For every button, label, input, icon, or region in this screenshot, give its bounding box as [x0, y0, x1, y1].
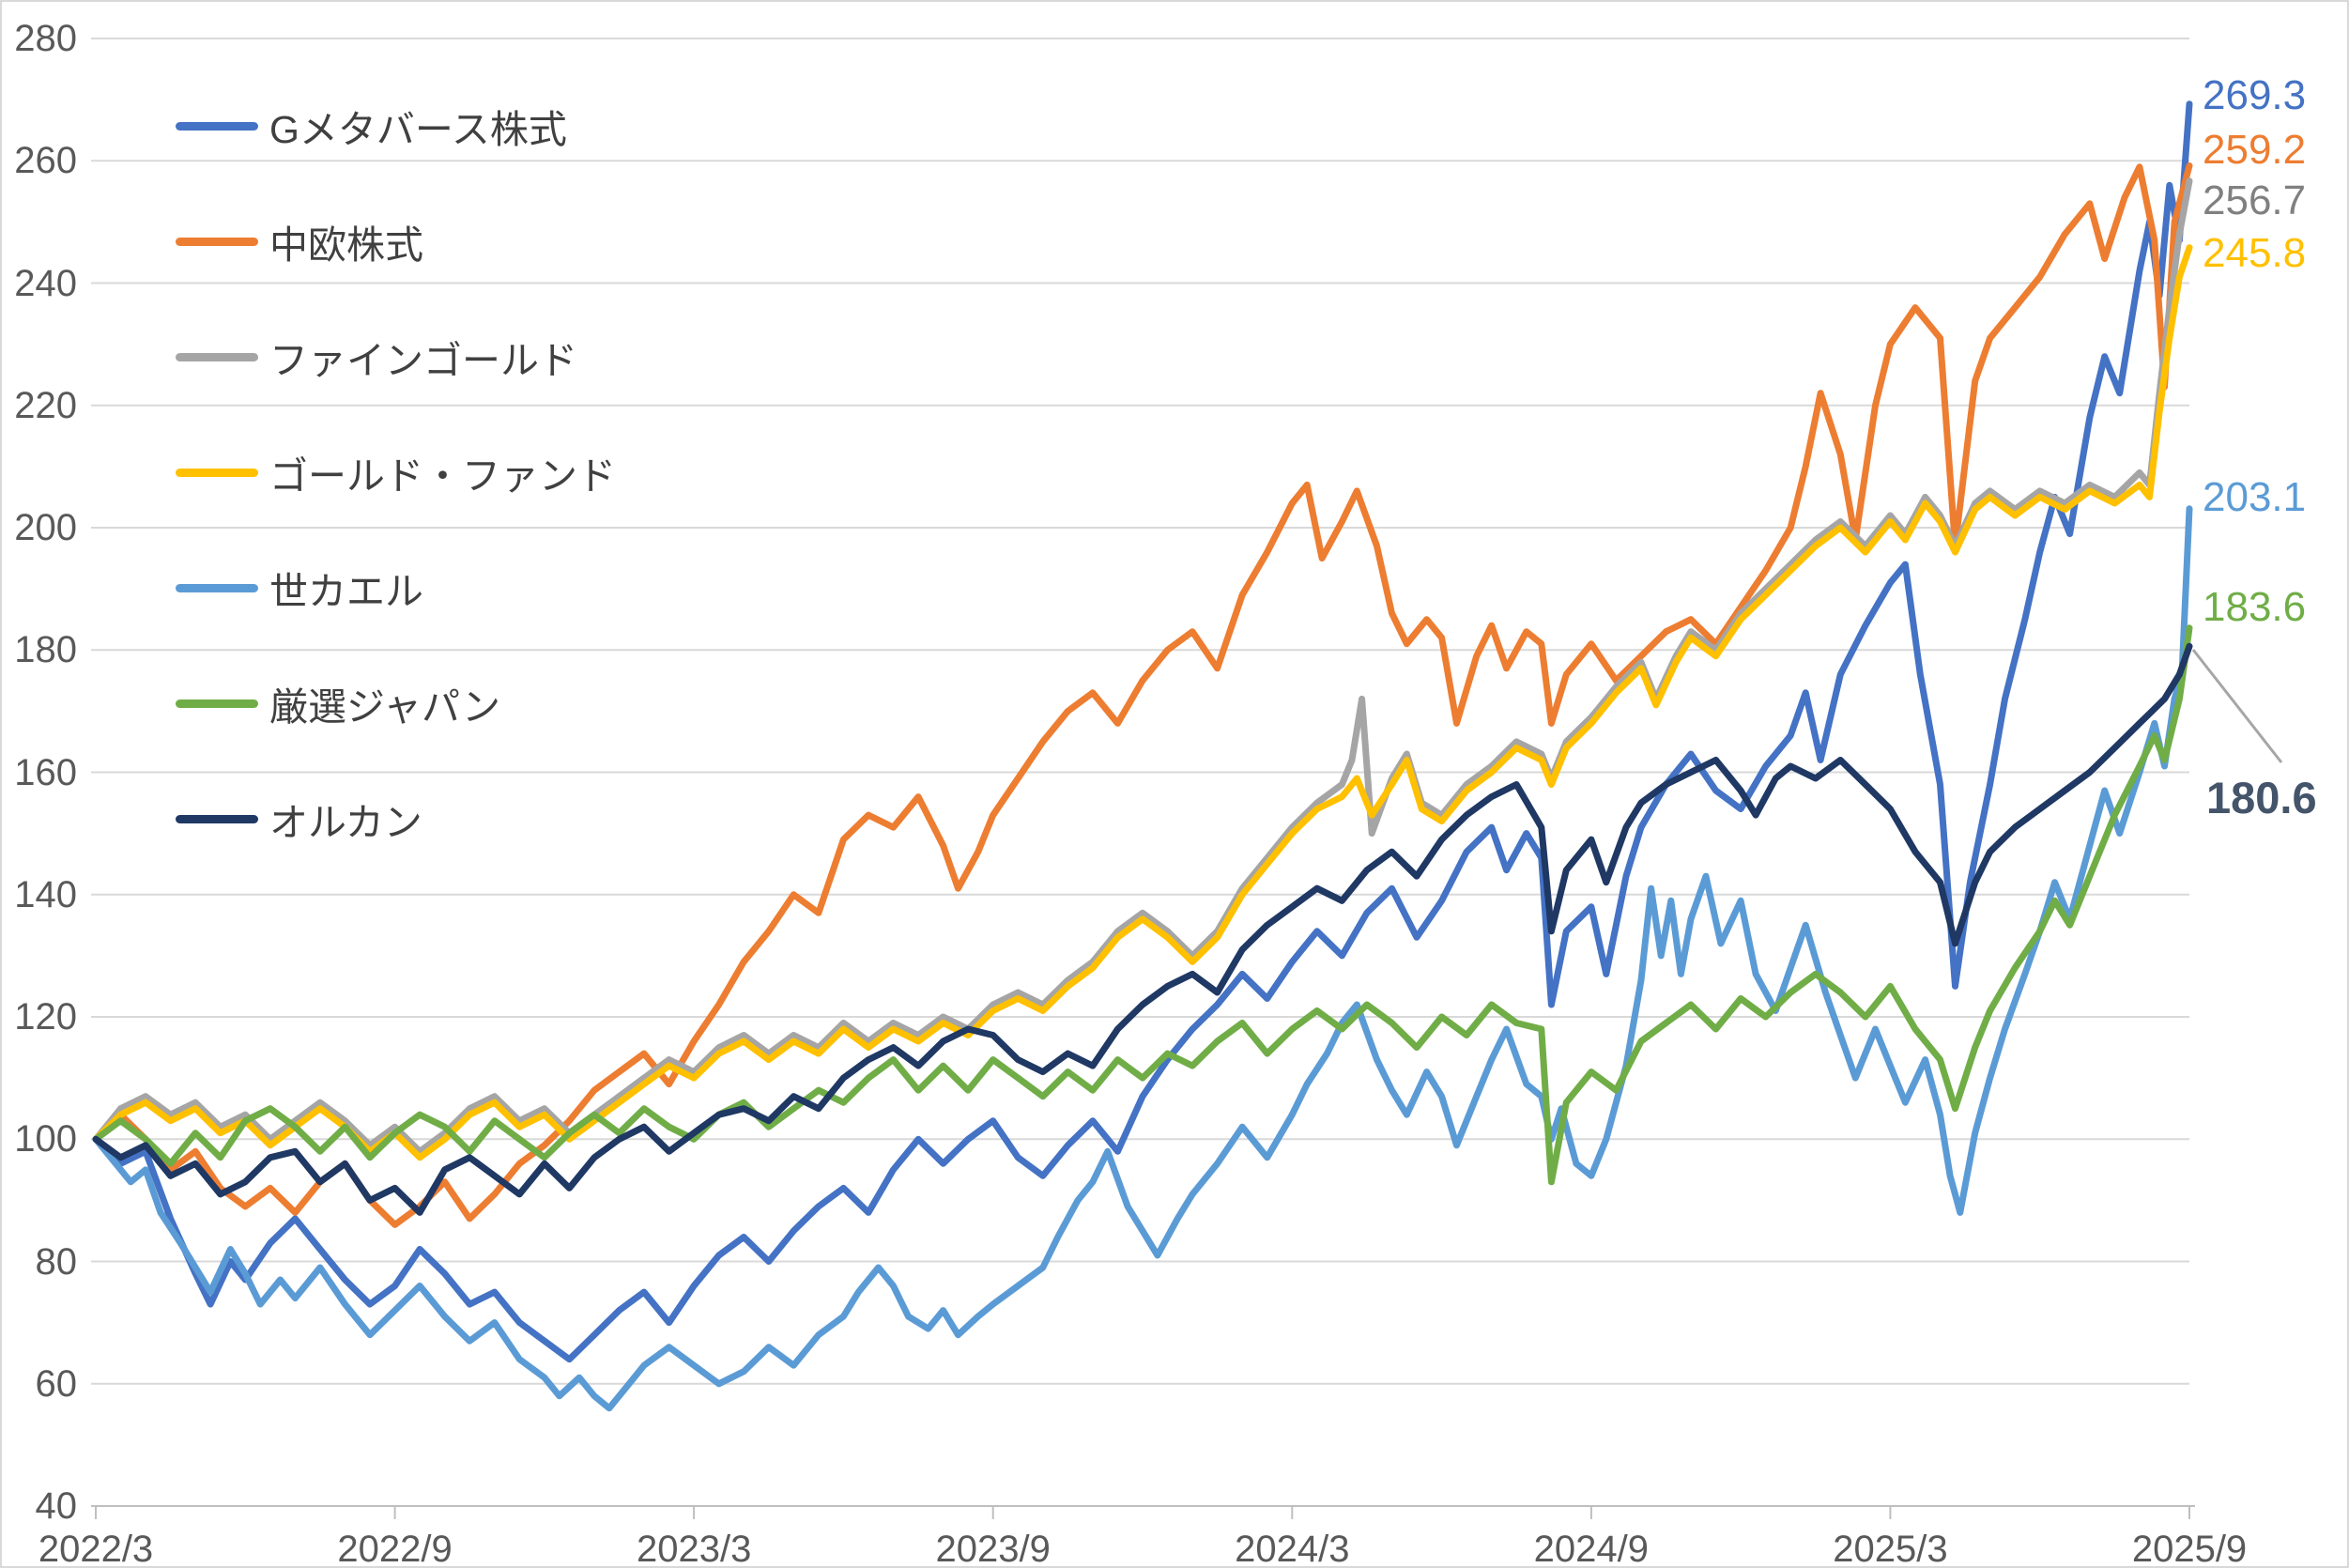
legend-label: オルカン	[269, 801, 422, 844]
series-line	[92, 162, 2193, 1228]
y-axis-tick-label: 120	[14, 996, 77, 1038]
series-end-value-label: 203.1	[2203, 474, 2307, 520]
x-axis-tick-label: 2024/9	[1533, 1529, 1650, 1568]
legend-swatch	[176, 699, 258, 708]
series-line	[92, 642, 2193, 1216]
y-axis-tick-label: 240	[14, 262, 77, 304]
legend-swatch	[176, 468, 258, 477]
legend-label: 中欧株式	[269, 223, 423, 267]
legend-item: 世カエル	[176, 565, 423, 613]
y-axis-tick-label: 180	[14, 629, 77, 671]
legend-label: ゴールド・ファンド	[269, 454, 616, 498]
x-axis-tick-label: 2022/9	[337, 1529, 453, 1568]
legend-swatch	[176, 352, 258, 361]
legend-item: ゴールド・ファンド	[176, 450, 616, 498]
legend-item: ファインゴールド	[176, 334, 577, 382]
x-axis-tick-label: 2025/3	[1833, 1529, 1948, 1568]
legend-item: Gメタバース株式	[176, 103, 567, 151]
legend-label: 世カエル	[269, 570, 423, 613]
data-label-leader-line	[2191, 649, 2283, 763]
legend-swatch	[176, 121, 258, 131]
y-axis-tick-label: 140	[14, 873, 77, 915]
x-axis-tick-label: 2023/3	[636, 1529, 752, 1568]
y-axis-tick-label: 220	[14, 384, 77, 426]
y-axis-tick-label: 200	[14, 507, 77, 548]
legend-label: Gメタバース株式	[269, 108, 567, 151]
series-end-value-label: 245.8	[2203, 230, 2307, 276]
x-axis-tick-label: 2024/3	[1235, 1529, 1350, 1568]
legend-swatch	[176, 237, 258, 246]
x-axis-tick-label: 2025/9	[2131, 1529, 2248, 1568]
y-axis-tick-label: 100	[14, 1118, 77, 1161]
legend-label: ファインゴールド	[269, 339, 577, 382]
series-end-value-label: 259.2	[2203, 127, 2307, 173]
series-line	[92, 100, 2193, 1363]
series-end-value-label: 256.7	[2203, 177, 2307, 223]
legend-item: 厳選ジャパン	[176, 681, 500, 729]
y-axis-tick-label: 40	[35, 1485, 78, 1527]
series-line	[92, 624, 2193, 1186]
series-end-value-label: 180.6	[2206, 773, 2317, 822]
x-axis-tick-label: 2022/3	[38, 1529, 154, 1568]
legend-item: オルカン	[176, 796, 422, 844]
y-axis-tick-label: 260	[14, 140, 77, 182]
series-line	[92, 505, 2193, 1412]
legend-label: 厳選ジャパン	[269, 685, 500, 729]
y-axis-tick-label: 280	[14, 18, 77, 59]
legend-item: 中欧株式	[176, 219, 423, 267]
legend-swatch	[176, 583, 258, 592]
x-axis-tick-label: 2023/9	[935, 1529, 1051, 1568]
y-axis-tick-label: 80	[35, 1240, 78, 1283]
series-end-value-label: 183.6	[2203, 584, 2307, 630]
series-end-value-label: 269.3	[2203, 72, 2307, 118]
legend-swatch	[176, 814, 258, 823]
series-line	[92, 244, 2193, 1161]
y-axis-tick-label: 60	[35, 1362, 78, 1405]
y-axis-tick-label: 160	[14, 751, 77, 793]
